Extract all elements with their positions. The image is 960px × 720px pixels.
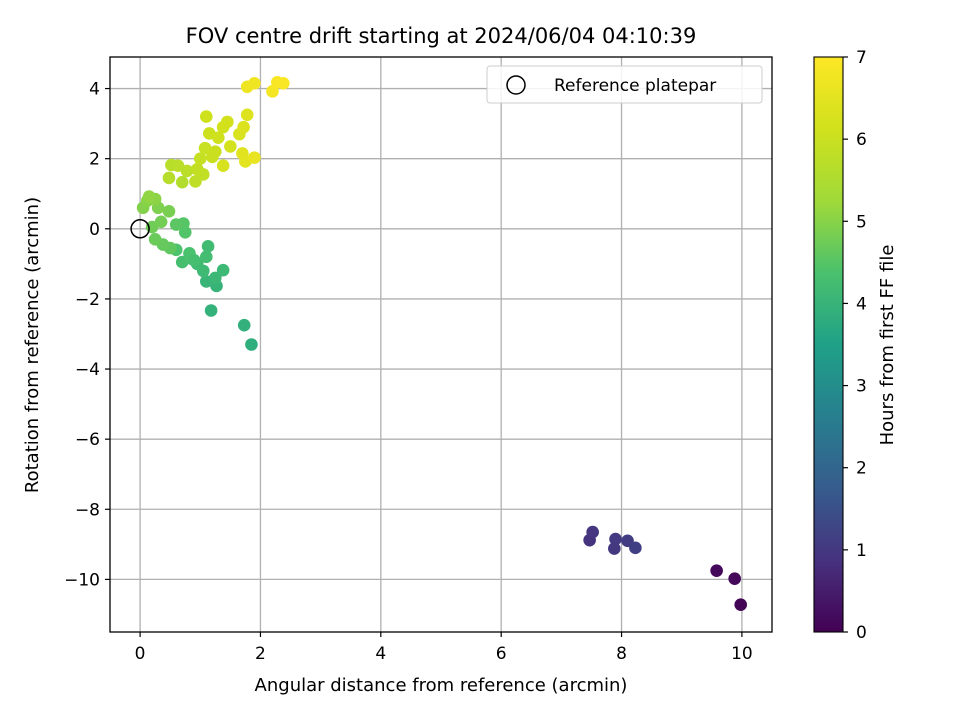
colorbar — [813, 56, 844, 633]
colorbar-tick-label: 6 — [856, 130, 867, 150]
grid — [110, 57, 772, 632]
data-point — [710, 564, 723, 577]
plot-frame — [109, 56, 773, 633]
data-point — [199, 110, 213, 123]
colorbar-label: Hours from first FF file — [877, 245, 898, 446]
data-point — [609, 532, 622, 546]
data-point — [277, 76, 290, 90]
data-point — [201, 240, 215, 253]
data-point — [216, 159, 230, 172]
colorbar-ticks: 0 1 2 3 4 5 6 7 — [843, 48, 867, 643]
data-points — [136, 75, 748, 611]
x-tick-label: 4 — [375, 644, 386, 664]
legend: Reference platepar — [486, 65, 763, 104]
data-point — [209, 145, 222, 158]
data-point — [204, 304, 218, 317]
y-tick-label: 0 — [89, 220, 100, 240]
data-point — [162, 171, 176, 185]
x-tick-label: 0 — [135, 644, 146, 664]
x-tick-label: 2 — [255, 644, 266, 664]
data-point — [728, 572, 741, 586]
data-point — [240, 108, 254, 122]
data-point — [224, 140, 237, 153]
data-point — [193, 152, 207, 165]
x-tick-label: 10 — [731, 644, 753, 664]
x-axis-label: Angular distance from reference (arcmin) — [255, 675, 628, 696]
y-tick-label: −8 — [75, 500, 100, 520]
colorbar-tick-label: 7 — [856, 48, 867, 68]
data-point — [148, 233, 162, 246]
data-point — [216, 263, 230, 277]
data-point — [199, 250, 213, 264]
colorbar-tick-label: 5 — [856, 212, 867, 232]
data-point — [169, 218, 183, 231]
y-tick-label: −2 — [75, 290, 100, 310]
data-point — [608, 542, 621, 555]
x-axis-ticks: 0 2 4 6 8 10 — [135, 632, 753, 664]
data-point — [198, 141, 212, 155]
y-tick-label: −10 — [64, 570, 100, 590]
data-point — [175, 175, 189, 189]
colorbar-tick-label: 1 — [856, 541, 867, 561]
legend-marker — [506, 75, 526, 95]
data-point — [586, 525, 599, 539]
data-point — [629, 541, 642, 555]
data-point — [187, 254, 201, 267]
y-tick-label: 4 — [89, 80, 100, 100]
data-point — [245, 338, 258, 351]
x-tick-label: 6 — [496, 644, 507, 664]
colorbar-tick-label: 2 — [856, 459, 867, 479]
colorbar-tick-label: 0 — [856, 623, 867, 643]
data-point — [212, 131, 225, 144]
data-point — [190, 162, 204, 176]
colorbar-tick-label: 4 — [856, 294, 867, 314]
data-point — [180, 164, 194, 178]
y-axis-ticks: −10 −8 −6 −4 −2 0 2 4 — [64, 80, 110, 590]
y-axis-label: Rotation from reference (arcmin) — [22, 197, 43, 493]
data-point — [142, 190, 156, 203]
y-tick-label: −6 — [75, 430, 100, 450]
data-point — [162, 204, 176, 218]
reference-marker — [130, 219, 150, 239]
data-point — [221, 115, 234, 129]
y-tick-label: 2 — [89, 150, 100, 170]
data-point — [248, 151, 261, 164]
x-tick-label: 8 — [616, 644, 627, 664]
chart-title: FOV centre drift starting at 2024/06/04 … — [186, 24, 697, 48]
data-point — [734, 598, 748, 611]
data-point — [154, 215, 168, 229]
legend-label: Reference platepar — [554, 76, 716, 96]
data-point — [248, 76, 261, 90]
data-point — [237, 318, 251, 332]
y-tick-label: −4 — [75, 360, 100, 380]
colorbar-tick-label: 3 — [856, 377, 867, 397]
data-point — [209, 271, 222, 285]
legend-box — [486, 65, 763, 104]
data-point — [237, 120, 250, 134]
